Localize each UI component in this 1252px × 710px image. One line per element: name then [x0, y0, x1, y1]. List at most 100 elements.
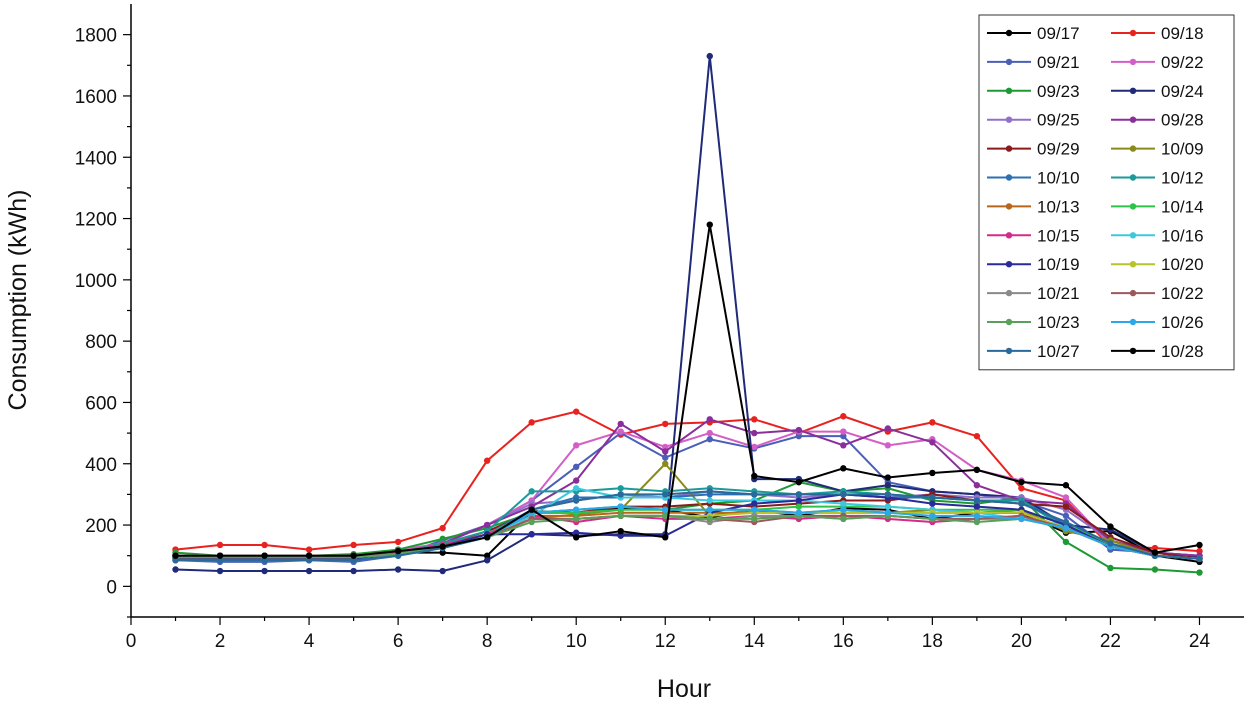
data-point	[884, 509, 892, 516]
legend-label: 09/24	[1161, 82, 1204, 101]
data-point	[929, 419, 936, 426]
legend-label: 09/22	[1161, 53, 1204, 72]
legend-label: 09/25	[1037, 111, 1080, 130]
data-point	[1107, 564, 1114, 572]
data-point	[350, 552, 357, 559]
data-point	[483, 557, 491, 564]
data-point	[350, 557, 357, 564]
data-point	[929, 494, 936, 501]
legend-item: 10/20	[1111, 255, 1204, 274]
data-point	[305, 546, 313, 553]
data-point	[751, 491, 758, 498]
data-point	[1018, 485, 1025, 492]
data-point	[751, 416, 758, 423]
data-point	[929, 500, 936, 507]
data-point	[573, 477, 580, 484]
data-point	[617, 532, 624, 539]
data-point	[1062, 494, 1070, 501]
legend-label: 10/27	[1037, 342, 1080, 361]
data-point	[483, 457, 491, 464]
data-point	[795, 478, 802, 486]
legend-swatch-marker	[1005, 203, 1013, 210]
data-point	[1018, 500, 1025, 507]
x-tick-label: 0	[126, 631, 137, 652]
data-point	[662, 506, 669, 513]
legend-item: 09/29	[987, 140, 1080, 159]
data-point	[929, 512, 936, 520]
data-point	[795, 497, 802, 504]
y-tick-label: 600	[85, 393, 117, 414]
data-point	[439, 549, 446, 556]
data-point	[172, 566, 179, 573]
data-point	[751, 443, 758, 451]
legend-swatch-marker	[1005, 261, 1013, 268]
data-point	[929, 469, 936, 477]
legend-item: 10/13	[987, 197, 1080, 216]
data-point	[706, 436, 713, 443]
legend-swatch-marker	[1005, 116, 1013, 123]
data-point	[1018, 515, 1025, 523]
series-09-18	[172, 408, 1203, 555]
data-point	[1062, 518, 1070, 526]
data-point	[840, 413, 847, 420]
legend-item: 09/21	[987, 53, 1080, 72]
data-point	[840, 465, 847, 472]
series-line	[175, 462, 1200, 560]
data-point	[884, 503, 892, 510]
legend-label: 10/19	[1037, 255, 1080, 274]
data-point	[1062, 524, 1070, 532]
data-point	[305, 557, 313, 564]
legend-label: 09/29	[1037, 140, 1080, 159]
legend-item: 09/17	[987, 24, 1080, 43]
data-point	[573, 534, 580, 541]
data-point	[840, 506, 847, 513]
data-point	[439, 535, 446, 543]
data-point	[840, 491, 847, 498]
data-point	[706, 497, 713, 504]
data-point	[840, 515, 847, 523]
data-point	[394, 566, 402, 573]
data-point	[261, 552, 268, 559]
y-tick-label: 1800	[75, 26, 117, 47]
data-point	[1196, 555, 1203, 562]
legend-item: 10/16	[1111, 226, 1204, 245]
legend-label: 10/12	[1161, 169, 1204, 188]
data-point	[662, 420, 669, 428]
data-point	[573, 485, 580, 492]
data-point	[662, 534, 669, 541]
legend-swatch-marker	[1005, 289, 1013, 297]
data-point	[216, 541, 224, 549]
data-point	[706, 488, 713, 495]
data-point	[394, 552, 402, 559]
legend-swatch-marker	[1129, 203, 1137, 210]
data-point	[528, 531, 535, 538]
x-tick-label: 22	[1100, 631, 1121, 652]
legend-label: 10/23	[1037, 313, 1080, 332]
data-point	[1151, 566, 1159, 573]
y-tick-label: 400	[85, 455, 117, 476]
legend-swatch-marker	[1129, 58, 1137, 66]
data-point	[1018, 478, 1025, 486]
series-line	[175, 514, 1200, 560]
legend-item: 10/10	[987, 169, 1080, 188]
data-point	[394, 538, 402, 546]
data-point	[706, 416, 713, 423]
y-tick-label: 1400	[75, 148, 117, 169]
data-point	[617, 485, 624, 492]
data-point	[617, 503, 624, 510]
data-point	[973, 497, 981, 504]
data-point	[662, 491, 669, 498]
legend-swatch-marker	[1005, 87, 1013, 95]
data-point	[573, 529, 580, 536]
x-tick-label: 8	[482, 631, 493, 652]
data-point	[1062, 512, 1070, 520]
legend-label: 10/14	[1161, 197, 1204, 216]
x-tick-label: 18	[922, 631, 943, 652]
x-tick-label: 14	[744, 631, 766, 652]
legend-swatch-marker	[1129, 232, 1137, 239]
data-point	[439, 567, 446, 575]
legend-item: 09/22	[1111, 53, 1204, 72]
data-point	[216, 552, 224, 559]
data-point	[973, 482, 981, 489]
